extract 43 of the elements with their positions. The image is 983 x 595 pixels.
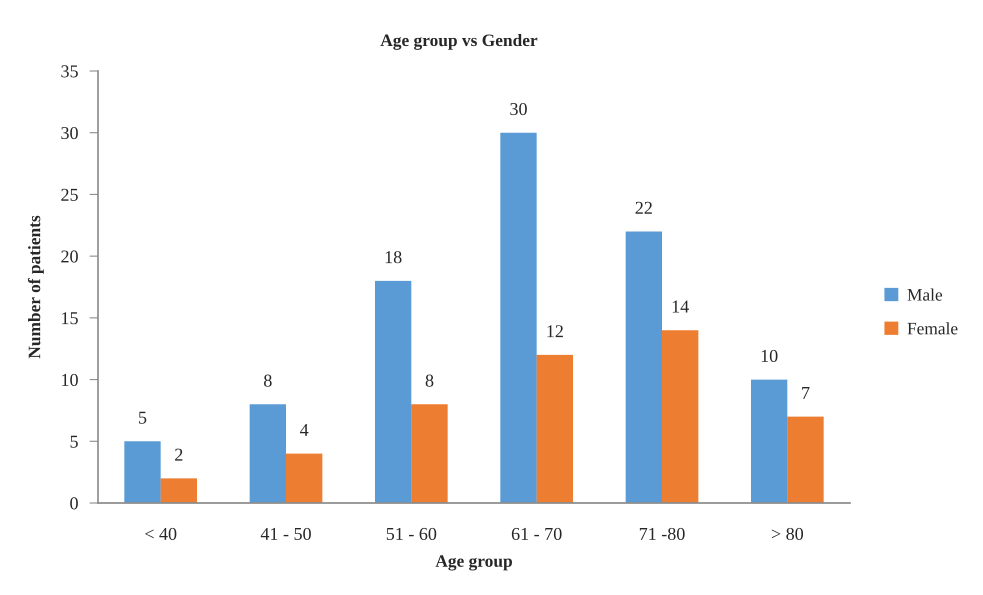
data-label: 18 xyxy=(386,251,402,264)
y-tick-label: 25 xyxy=(61,188,78,201)
data-label: 30 xyxy=(510,102,527,116)
data-label: 8 xyxy=(264,374,272,387)
x-tick-label: 41 - 50 xyxy=(260,528,311,540)
y-tick-label: 5 xyxy=(70,436,78,448)
data-label: 2 xyxy=(175,448,182,461)
data-label: 5 xyxy=(139,412,146,424)
data-label: 8 xyxy=(426,374,434,387)
bar xyxy=(411,404,448,503)
y-tick-label: 15 xyxy=(62,312,78,324)
x-tick-label: > 80 xyxy=(772,528,804,540)
bar xyxy=(500,132,537,503)
bar xyxy=(124,441,161,503)
data-label: 4 xyxy=(300,424,308,436)
bar xyxy=(160,478,198,503)
y-tick-label: 20 xyxy=(61,250,78,263)
bar xyxy=(536,354,574,503)
data-label: 12 xyxy=(547,325,563,338)
x-tick-label: < 40 xyxy=(145,528,176,540)
bar xyxy=(626,231,662,503)
y-tick-label: 10 xyxy=(62,374,78,386)
data-label: 22 xyxy=(636,202,652,214)
legend-label: Female xyxy=(907,322,958,334)
data-label: 7 xyxy=(802,387,810,399)
legend-label: Male xyxy=(907,288,942,301)
x-axis-title: Age group xyxy=(436,555,512,571)
bar xyxy=(662,330,698,503)
x-tick-label: 61 - 70 xyxy=(512,528,562,540)
bar xyxy=(374,280,412,503)
bar xyxy=(750,380,788,503)
bar xyxy=(250,404,286,503)
y-tick-label: 0 xyxy=(70,497,78,510)
bar xyxy=(286,454,322,503)
y-axis-title: Number of patients xyxy=(28,216,44,358)
data-label: 10 xyxy=(762,350,778,362)
y-tick-label: 30 xyxy=(61,126,78,140)
y-tick-label: 35 xyxy=(61,65,78,78)
data-label: 14 xyxy=(672,300,689,312)
bar xyxy=(787,416,824,503)
x-tick-label: 51 - 60 xyxy=(386,528,436,540)
chart-title: Age group vs Gender xyxy=(380,34,538,50)
x-tick-label: 71 -80 xyxy=(640,528,685,540)
